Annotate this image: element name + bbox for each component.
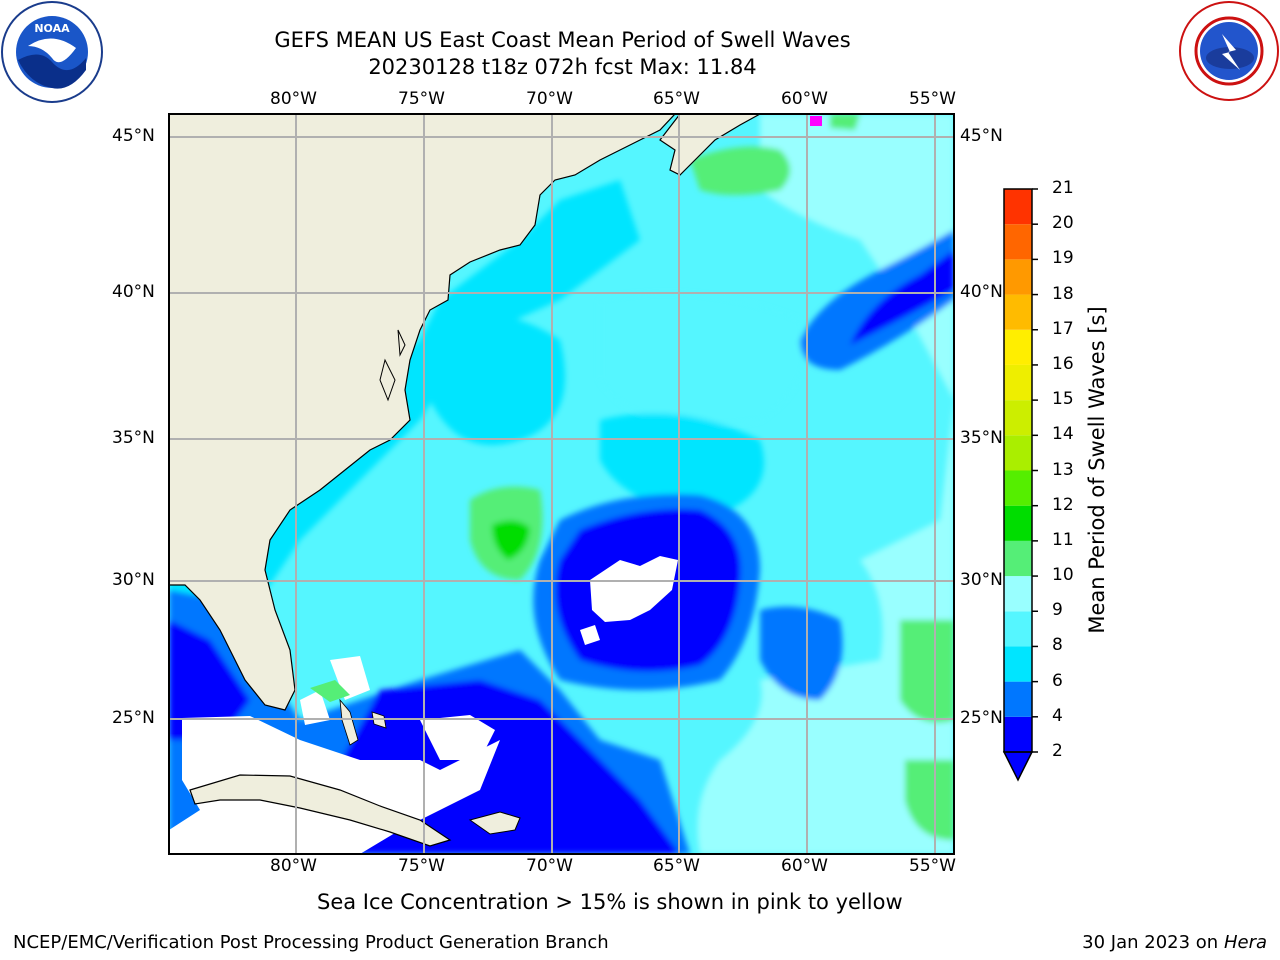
map-frame: [168, 113, 955, 855]
chart-title: GEFS MEAN US East Coast Mean Period of S…: [274, 28, 851, 52]
lat-tick-left-25n: 25°N: [112, 708, 155, 728]
colorbar-bin: [1004, 470, 1032, 506]
colorbar-bin: [1004, 259, 1032, 295]
colorbar-bin: [1004, 681, 1032, 717]
colorbar-bin: [1004, 329, 1032, 365]
lat-tick-left-40n: 40°N: [112, 282, 155, 302]
lon-tick-bottom-55w: 55°W: [909, 856, 956, 876]
colorbar-bin: [1004, 576, 1032, 612]
lat-tick-right-40n: 40°N: [960, 282, 1003, 302]
colorbar-bin: [1004, 716, 1032, 752]
colorbar-bin: [1004, 646, 1032, 682]
colorbar-tick-label: 6: [1052, 670, 1063, 691]
colorbar-tick-label: 18: [1052, 283, 1074, 304]
colorbar-bin: [1004, 611, 1032, 647]
colorbar-tick-label: 21: [1052, 178, 1074, 198]
colorbar-tick-label: 12: [1052, 494, 1074, 515]
colorbar-tick-label: 20: [1052, 213, 1074, 234]
footer-branch: NCEP/EMC/Verification Post Processing Pr…: [13, 932, 609, 953]
nws-logo: [1179, 1, 1279, 101]
chart-subtitle: 20230128 t18z 072h fcst Max: 11.84: [368, 55, 757, 79]
colorbar-bin: [1004, 364, 1032, 401]
sea-ice-marker: [810, 116, 822, 126]
lon-tick-bottom-75w: 75°W: [398, 856, 445, 876]
colorbar-bin: [1004, 400, 1032, 436]
lon-tick-top-65w: 65°W: [653, 89, 700, 109]
lon-tick-top-60w: 60°W: [781, 89, 828, 109]
lat-tick-right-35n: 35°N: [960, 428, 1003, 448]
colorbar-tick-label: 8: [1052, 635, 1063, 656]
lon-tick-top-70w: 70°W: [526, 89, 573, 109]
footer-date-text: 30 Jan 2023 on: [1082, 932, 1224, 953]
noaa-logo: NOAA: [1, 1, 103, 103]
lon-tick-bottom-65w: 65°W: [653, 856, 700, 876]
colorbar-bin: [1004, 224, 1032, 260]
lon-tick-bottom-70w: 70°W: [526, 856, 573, 876]
colorbar: [1002, 188, 1038, 782]
colorbar-bin: [1004, 505, 1032, 541]
colorbar-tick-label: 16: [1052, 353, 1074, 374]
colorbar-tick-label: 9: [1052, 600, 1063, 621]
colorbar-bin: [1004, 189, 1032, 225]
colorbar-bin: [1004, 294, 1032, 330]
lon-tick-top-55w: 55°W: [909, 89, 956, 109]
lat-tick-left-45n: 45°N: [112, 126, 155, 146]
colorbar-tick-label: 11: [1052, 529, 1074, 550]
lat-tick-left-30n: 30°N: [112, 570, 155, 590]
colorbar-tick-label: 19: [1052, 248, 1074, 269]
noaa-logo-text: NOAA: [34, 22, 70, 35]
colorbar-tick-label: 4: [1052, 705, 1063, 726]
lon-tick-top-80w: 80°W: [270, 89, 317, 109]
colorbar-tick-label: 13: [1052, 459, 1074, 480]
lat-tick-right-30n: 30°N: [960, 570, 1003, 590]
colorbar-tick-label: 17: [1052, 318, 1074, 339]
colorbar-tick-label: 2: [1052, 741, 1063, 761]
footer-date: 30 Jan 2023 on Hera: [1082, 932, 1267, 953]
lat-tick-left-35n: 35°N: [112, 428, 155, 448]
lat-tick-right-25n: 25°N: [960, 708, 1003, 728]
colorbar-label: Mean Period of Swell Waves [s]: [1085, 306, 1109, 634]
map-field: [169, 114, 954, 854]
footer-host: Hera: [1223, 932, 1267, 953]
colorbar-tick-label: 14: [1052, 424, 1074, 445]
colorbar-extend-min: [1002, 751, 1034, 782]
colorbar-tick-label: 10: [1052, 565, 1074, 586]
colorbar-tick-label: 15: [1052, 389, 1074, 410]
map-gridlines: [169, 114, 954, 854]
colorbar-bin: [1004, 540, 1032, 577]
lon-tick-top-75w: 75°W: [398, 89, 445, 109]
sea-ice-note: Sea Ice Concentration > 15% is shown in …: [317, 890, 903, 914]
colorbar-bin: [1004, 435, 1032, 471]
lon-tick-bottom-60w: 60°W: [781, 856, 828, 876]
lat-tick-right-45n: 45°N: [960, 126, 1003, 146]
lon-tick-bottom-80w: 80°W: [270, 856, 317, 876]
